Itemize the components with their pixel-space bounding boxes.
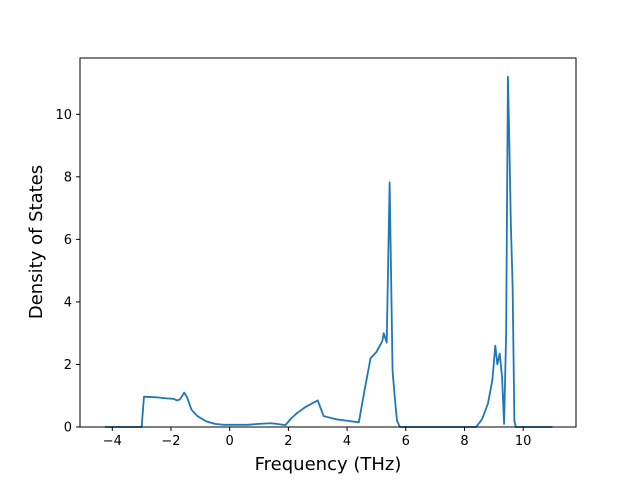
plot-frame — [79, 57, 577, 428]
y-axis: 0 2 4 6 8 10 — [55, 108, 80, 436]
x-tick-label: 4 — [343, 434, 351, 449]
x-tick-label: 2 — [284, 434, 292, 449]
x-tick-label: −2 — [161, 434, 180, 449]
y-tick-label: 6 — [64, 233, 72, 248]
y-tick-label: 8 — [64, 170, 72, 185]
plot-area — [104, 75, 553, 428]
y-tick-label: 10 — [55, 108, 72, 123]
y-axis-label: Density of States — [26, 165, 47, 319]
y-tick-label: 0 — [64, 421, 72, 436]
y-tick-label: 4 — [64, 295, 72, 310]
series-line-0 — [104, 75, 553, 428]
x-tick-label: 8 — [460, 434, 468, 449]
x-tick-label: 0 — [226, 434, 234, 449]
x-axis-label: Frequency (THz) — [255, 454, 402, 475]
x-tick-label: −4 — [103, 434, 122, 449]
x-tick-label: 6 — [402, 434, 410, 449]
y-tick-label: 2 — [64, 358, 72, 373]
x-tick-label: 10 — [515, 434, 532, 449]
x-axis: −4 −2 0 2 4 6 8 10 — [103, 427, 532, 449]
